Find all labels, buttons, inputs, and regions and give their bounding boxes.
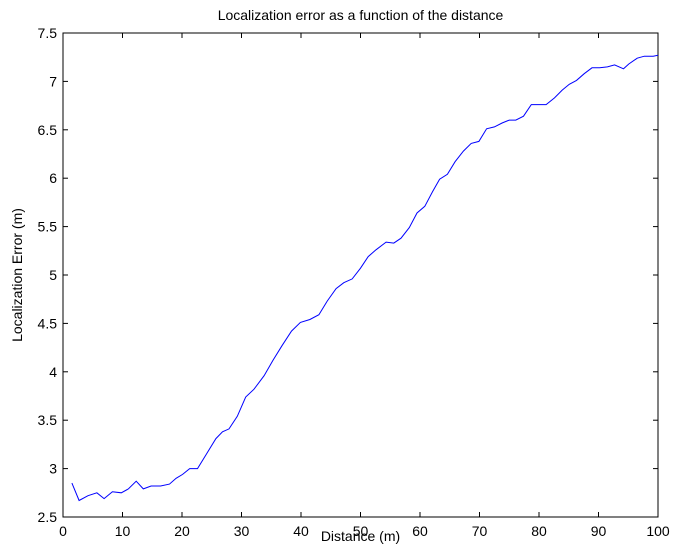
x-tick-label: 60: [412, 523, 428, 539]
x-tick-label: 100: [646, 523, 670, 539]
x-tick-label: 20: [174, 523, 190, 539]
y-tick-label: 2.5: [38, 509, 58, 525]
x-axis-label: Distance (m): [321, 528, 400, 544]
x-tick-label: 0: [59, 523, 67, 539]
chart-title: Localization error as a function of the …: [218, 7, 504, 23]
error-series-line: [71, 54, 659, 502]
y-axis-ticks: 2.5 3 3.5 4 4.5 5 5.5 6 6.5 7 7.5: [38, 25, 658, 525]
y-tick-label: 5.5: [38, 219, 58, 235]
y-tick-label: 3.5: [38, 412, 58, 428]
x-tick-label: 50: [353, 523, 369, 539]
y-tick-label: 7.5: [38, 25, 58, 41]
y-tick-label: 3: [49, 461, 57, 477]
y-axis-label: Localization Error (m): [9, 208, 25, 342]
x-tick-label: 40: [293, 523, 309, 539]
y-tick-label: 4.5: [38, 315, 58, 331]
x-axis-ticks: 0 10 20 30 40 50 60 70 80 90 100: [59, 33, 670, 539]
x-tick-label: 10: [115, 523, 131, 539]
y-tick-label: 6.5: [38, 122, 58, 138]
x-tick-label: 70: [472, 523, 488, 539]
y-tick-label: 4: [49, 364, 57, 380]
x-tick-label: 90: [591, 523, 607, 539]
x-tick-label: 80: [531, 523, 547, 539]
plot-area-frame: [62, 32, 659, 518]
y-tick-label: 6: [49, 170, 57, 186]
y-tick-label: 7: [49, 73, 57, 89]
x-tick-label: 30: [234, 523, 250, 539]
y-tick-label: 5: [49, 267, 57, 283]
